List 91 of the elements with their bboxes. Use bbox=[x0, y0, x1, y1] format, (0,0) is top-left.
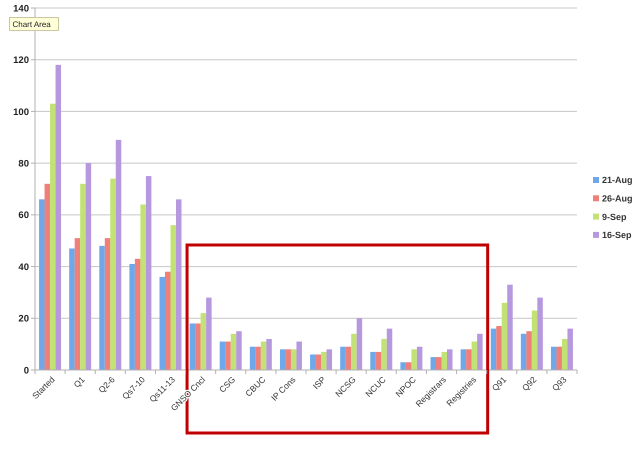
legend-label: 26-Aug bbox=[602, 193, 633, 204]
bar bbox=[236, 331, 242, 370]
bar bbox=[195, 323, 201, 370]
annotation: Chart Area bbox=[12, 20, 52, 29]
x-tick-label: Q92 bbox=[520, 374, 539, 393]
bar bbox=[321, 352, 327, 370]
bar bbox=[381, 338, 387, 370]
bar bbox=[134, 258, 140, 370]
bar bbox=[170, 225, 176, 370]
bar bbox=[446, 349, 452, 370]
y-tick-label: 120 bbox=[13, 55, 29, 66]
x-tick-label: Q91 bbox=[490, 374, 508, 393]
bar bbox=[44, 184, 50, 370]
bar bbox=[200, 313, 206, 370]
bar bbox=[532, 310, 538, 370]
bar bbox=[326, 349, 332, 370]
bar bbox=[496, 326, 502, 370]
bar bbox=[220, 342, 226, 370]
bar bbox=[176, 199, 182, 370]
y-tick-label: 140 bbox=[13, 3, 29, 14]
y-tick-label: 80 bbox=[18, 158, 29, 170]
bar bbox=[280, 349, 286, 370]
bar bbox=[376, 352, 382, 370]
x-tick-label: ISP bbox=[310, 374, 328, 392]
bar bbox=[146, 176, 152, 370]
bar bbox=[290, 349, 296, 370]
bar bbox=[406, 362, 412, 370]
bar bbox=[206, 298, 212, 370]
bar bbox=[56, 64, 62, 370]
bar bbox=[400, 362, 406, 370]
bar bbox=[165, 272, 170, 370]
y-tick-label: 20 bbox=[18, 314, 29, 325]
bar bbox=[562, 338, 568, 370]
y-tick-label: 40 bbox=[18, 262, 29, 273]
bar bbox=[370, 352, 376, 370]
bar bbox=[230, 334, 236, 370]
bar bbox=[477, 334, 483, 370]
bar bbox=[411, 349, 417, 370]
bar bbox=[86, 163, 92, 370]
tooltip: Chart Area bbox=[9, 17, 59, 31]
bar bbox=[356, 318, 362, 370]
bar bbox=[250, 346, 256, 370]
y-tick-label: 0 bbox=[24, 365, 29, 376]
bar bbox=[526, 331, 532, 370]
x-tick-label: Q1 bbox=[72, 374, 87, 390]
bar bbox=[520, 334, 526, 370]
bar bbox=[69, 248, 75, 370]
bar bbox=[567, 328, 573, 370]
bar bbox=[416, 346, 422, 370]
bar bbox=[110, 178, 116, 370]
bar bbox=[442, 352, 447, 370]
bar bbox=[296, 342, 302, 370]
bar bbox=[74, 238, 80, 370]
bar bbox=[351, 334, 357, 370]
bar bbox=[460, 349, 466, 370]
legend-label: 21-Aug bbox=[602, 175, 633, 186]
bar bbox=[190, 323, 196, 370]
bar bbox=[386, 328, 392, 370]
bar bbox=[466, 349, 472, 370]
bar bbox=[550, 346, 556, 370]
bar bbox=[537, 298, 543, 370]
bar bbox=[104, 238, 110, 370]
bar bbox=[340, 346, 346, 370]
bar bbox=[266, 338, 272, 370]
bar bbox=[507, 284, 513, 370]
legend-label: 16-Sep bbox=[602, 230, 632, 240]
bar bbox=[50, 104, 56, 370]
bar bbox=[116, 140, 122, 370]
bar bbox=[285, 349, 291, 370]
bar bbox=[502, 302, 508, 370]
bar bbox=[140, 204, 146, 370]
y-tick-label: 100 bbox=[13, 106, 29, 118]
bar bbox=[346, 346, 352, 370]
x-tick-label: Q93 bbox=[550, 374, 569, 393]
bar bbox=[472, 342, 478, 370]
bar bbox=[160, 276, 166, 370]
bar bbox=[225, 342, 231, 370]
y-tick-label: 60 bbox=[18, 210, 29, 222]
bar bbox=[80, 184, 86, 370]
bar bbox=[430, 357, 436, 370]
bar bbox=[316, 354, 322, 370]
bar bbox=[129, 264, 135, 370]
bar bbox=[436, 357, 442, 370]
bar bbox=[99, 246, 105, 370]
bar bbox=[260, 342, 266, 370]
bar bbox=[310, 354, 316, 370]
bar bbox=[556, 346, 562, 370]
legend-label: 9-Sep bbox=[602, 212, 628, 222]
bar bbox=[39, 199, 45, 370]
bar bbox=[490, 328, 496, 370]
bar bbox=[255, 346, 261, 370]
